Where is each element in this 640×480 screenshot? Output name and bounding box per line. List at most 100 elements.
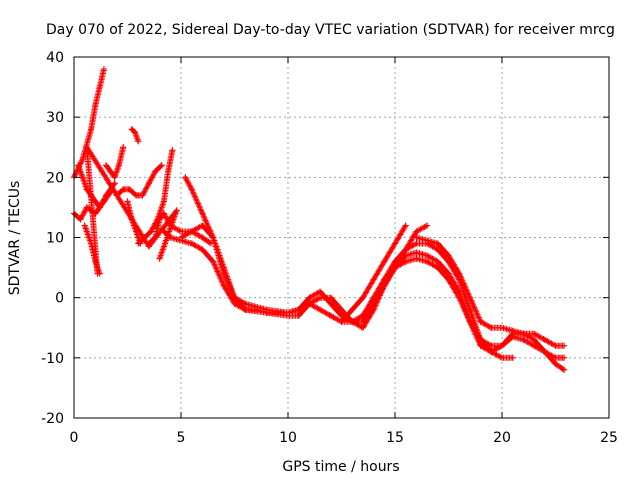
data-point <box>445 252 452 259</box>
data-point <box>295 312 302 319</box>
data-point <box>499 354 505 361</box>
data-point <box>220 264 227 271</box>
data-point <box>541 336 548 343</box>
x-tick-label: 25 <box>600 430 618 446</box>
data-point <box>101 66 107 72</box>
data-point <box>477 336 484 343</box>
data-point <box>152 168 159 175</box>
data-point <box>466 294 473 301</box>
series-track-e <box>103 144 127 181</box>
data-point <box>531 336 538 343</box>
data-point <box>210 234 217 241</box>
data-point <box>75 162 82 169</box>
data-point <box>199 222 206 229</box>
data-point <box>111 180 118 187</box>
data-point <box>148 228 154 235</box>
data-point <box>402 258 409 265</box>
data-point <box>96 84 103 91</box>
data-point <box>173 207 180 214</box>
data-point <box>402 222 409 229</box>
data-point <box>156 216 163 223</box>
data-point <box>79 174 86 181</box>
data-point <box>552 360 559 367</box>
data-point <box>111 174 118 181</box>
data-point <box>96 204 103 211</box>
chart-title: Day 070 of 2022, Sidereal Day-to-day VTE… <box>46 22 615 38</box>
data-point <box>178 234 184 241</box>
series-track-n <box>338 222 409 325</box>
x-axis-label: GPS time / hours <box>282 459 399 475</box>
data-point <box>434 258 441 265</box>
data-point <box>199 246 206 253</box>
data-point <box>477 318 484 325</box>
data-point <box>242 306 249 313</box>
series-track-f <box>113 162 165 199</box>
y-tick-label: -10 <box>41 351 64 367</box>
grid <box>74 57 609 418</box>
data-point <box>327 312 334 319</box>
y-tick-label: 30 <box>46 110 64 126</box>
data-point <box>133 192 140 199</box>
x-tick-label: 0 <box>70 430 79 446</box>
data-point <box>306 300 313 307</box>
data-point <box>188 186 195 193</box>
data-markers <box>113 162 165 199</box>
data-point <box>132 129 138 136</box>
data-point <box>295 306 302 313</box>
data-point <box>306 294 313 301</box>
data-point <box>499 324 505 331</box>
data-point <box>160 198 167 205</box>
data-point <box>139 192 146 199</box>
data-point <box>445 270 452 277</box>
data-point <box>83 144 90 151</box>
x-tick-label: 5 <box>177 430 186 446</box>
data-point <box>359 294 366 301</box>
data-point <box>77 216 84 223</box>
data-point <box>145 180 152 187</box>
data-point <box>83 204 90 211</box>
data-point <box>103 192 110 199</box>
data-point <box>359 324 366 331</box>
data-point <box>158 162 165 169</box>
data-point <box>338 312 345 319</box>
data-point <box>520 330 527 337</box>
data-point <box>466 306 473 313</box>
data-point <box>456 270 463 277</box>
data-point <box>359 312 366 319</box>
data-point <box>231 294 238 301</box>
plot-area <box>71 66 568 373</box>
data-point <box>231 300 238 307</box>
data-point <box>509 327 516 334</box>
data-point <box>561 354 568 361</box>
data-point <box>349 306 356 313</box>
data-point <box>424 252 431 259</box>
x-tick-label: 20 <box>493 430 511 446</box>
data-point <box>488 348 495 355</box>
data-point <box>359 318 366 325</box>
data-point <box>488 324 495 331</box>
data-point <box>156 255 163 262</box>
data-point <box>381 258 388 265</box>
data-point <box>120 186 127 193</box>
data-point <box>520 336 527 343</box>
data-point <box>242 300 249 307</box>
data-point <box>79 156 86 163</box>
data-point <box>128 126 135 133</box>
data-point <box>210 258 217 265</box>
data-point <box>509 354 516 361</box>
data-point <box>107 168 114 175</box>
data-point <box>263 306 270 313</box>
data-point <box>188 228 195 235</box>
data-point <box>552 354 559 361</box>
data-point <box>220 282 227 289</box>
axes: 0 5 10 15 20 25 -20 -10 0 10 20 30 40 <box>41 50 618 446</box>
data-point <box>413 240 420 247</box>
data-point <box>285 309 291 316</box>
data-point <box>124 198 131 205</box>
series-track-o <box>359 222 431 319</box>
data-point <box>199 210 206 217</box>
data-point <box>434 264 441 271</box>
data-point <box>188 240 195 247</box>
data-point <box>103 162 110 169</box>
